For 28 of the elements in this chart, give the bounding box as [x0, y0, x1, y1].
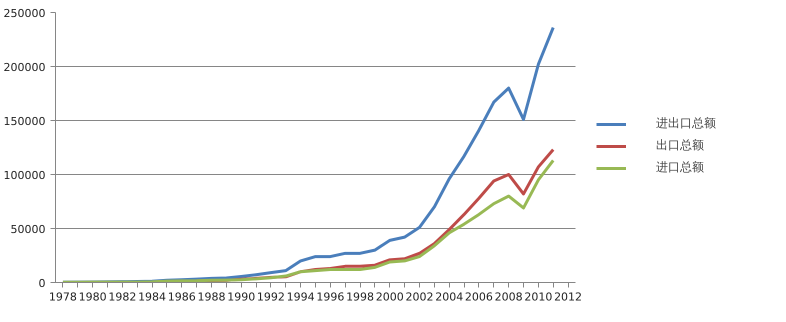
y-tick-label: 200000: [4, 61, 46, 74]
x-tick-label: 1992: [256, 290, 285, 304]
x-tick-label: 2012: [554, 290, 582, 304]
x-tick-label: 2002: [406, 290, 434, 304]
x-tick-label: 1990: [227, 290, 256, 304]
x-tick-label: 1984: [138, 290, 166, 304]
y-tick-label: 0: [38, 277, 46, 290]
x-tick-label: 2010: [524, 290, 552, 304]
x-tick-label: 1982: [108, 290, 136, 304]
x-tick-label: 1986: [168, 290, 196, 304]
x-tick-label: 1988: [198, 290, 226, 304]
x-tick-label: 1994: [286, 290, 315, 304]
text: 进口总额: [656, 159, 704, 176]
text: 出口总额: [656, 137, 704, 154]
y-tick-label: 50000: [10, 223, 46, 236]
x-tick-label: 2006: [464, 290, 493, 304]
x-tick-label: 1996: [316, 290, 344, 304]
x-tick-label: 2008: [494, 290, 523, 304]
x-tick-label: 2000: [376, 290, 404, 304]
x-tick-label: 1978: [48, 290, 77, 304]
line-series: [61, 158, 555, 282]
text: 进出口总额: [656, 115, 716, 132]
y-tick-label: 250000: [4, 7, 46, 20]
x-tick-label: 2004: [435, 290, 464, 304]
y-tick-label: 100000: [4, 169, 46, 182]
x-tick-label: 1998: [346, 290, 374, 304]
y-tick-label: 150000: [4, 115, 46, 128]
x-tick-label: 1980: [78, 290, 107, 304]
